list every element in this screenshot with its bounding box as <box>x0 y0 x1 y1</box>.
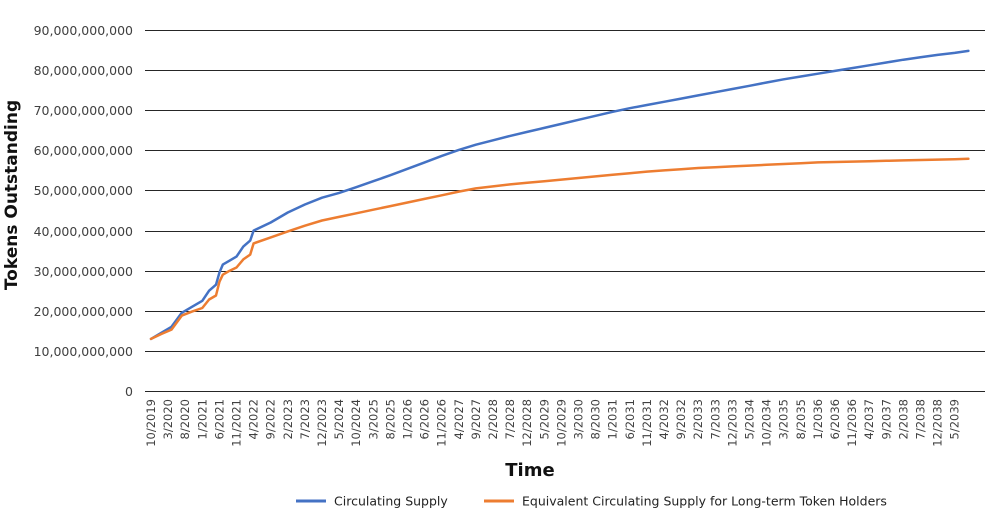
y-tick-label: 70,000,000,000 <box>34 103 133 118</box>
x-tick-label: 9/2027 <box>469 399 483 439</box>
x-tick-label: 11/2031 <box>640 399 654 447</box>
x-tick-label: 10/2034 <box>760 399 774 447</box>
x-tick-label: 6/2026 <box>418 399 432 439</box>
x-axis-ticks: 10/2019 3/2020 8/2020 1/2021 6/2021 11/2021 4/… <box>144 399 962 447</box>
x-tick-label: 8/2020 <box>178 399 192 439</box>
x-tick-label: 9/2032 <box>674 399 688 439</box>
series-lines <box>149 49 970 341</box>
x-tick-label: 1/2036 <box>811 399 825 439</box>
series-line-circulating-supply <box>149 49 970 341</box>
legend-label: Circulating Supply <box>334 494 448 509</box>
x-tick-label: 12/2028 <box>520 399 534 447</box>
x-tick-label: 8/2035 <box>794 399 808 439</box>
legend-label: Equivalent Circulating Supply for Long-t… <box>522 494 887 509</box>
y-tick-label: 10,000,000,000 <box>34 344 133 359</box>
x-tick-label: 10/2029 <box>554 399 568 447</box>
x-tick-label: 12/2038 <box>931 399 945 447</box>
x-tick-label: 1/2026 <box>401 399 415 439</box>
y-tick-label: 20,000,000,000 <box>34 304 133 319</box>
x-tick-label: 6/2036 <box>828 399 842 439</box>
x-tick-label: 6/2031 <box>623 399 637 439</box>
x-tick-label: 4/2022 <box>247 399 261 439</box>
x-tick-label: 3/2030 <box>572 399 586 439</box>
x-tick-label: 3/2025 <box>366 399 380 439</box>
y-axis-title: Tokens Outstanding <box>2 100 22 290</box>
x-tick-label: 10/2019 <box>144 399 158 447</box>
y-axis-ticks: 0 10,000,000,000 20,000,000,000 30,000,000,… <box>34 23 133 399</box>
y-tick-label: 30,000,000,000 <box>34 264 133 279</box>
y-tick-label: 90,000,000,000 <box>34 23 133 38</box>
x-tick-label: 2/2038 <box>896 399 910 439</box>
x-tick-label: 6/2021 <box>212 399 226 439</box>
x-tick-label: 2/2023 <box>281 399 295 439</box>
x-tick-label: 4/2032 <box>657 399 671 439</box>
x-tick-label: 11/2021 <box>230 399 244 447</box>
x-tick-label: 7/2023 <box>298 399 312 439</box>
x-tick-label: 4/2037 <box>862 399 876 439</box>
series-line-long-term-holders <box>149 157 970 341</box>
x-tick-label: 12/2023 <box>315 399 329 447</box>
x-tick-label: 1/2031 <box>606 399 620 439</box>
x-axis-title: Time <box>505 460 554 481</box>
x-tick-label: 9/2022 <box>264 399 278 439</box>
x-tick-label: 3/2035 <box>777 399 791 439</box>
x-tick-label: 12/2033 <box>725 399 739 447</box>
x-tick-label: 5/2024 <box>332 399 346 439</box>
y-tick-label: 0 <box>125 384 133 399</box>
x-tick-label: 3/2020 <box>161 399 175 439</box>
y-tick-label: 40,000,000,000 <box>34 224 133 239</box>
x-tick-label: 8/2030 <box>589 399 603 439</box>
x-tick-label: 8/2025 <box>383 399 397 439</box>
y-tick-label: 80,000,000,000 <box>34 63 133 78</box>
x-tick-label: 4/2027 <box>452 399 466 439</box>
gridlines <box>145 30 985 392</box>
x-tick-label: 7/2038 <box>914 399 928 439</box>
x-tick-label: 11/2026 <box>435 399 449 447</box>
x-tick-label: 2/2033 <box>691 399 705 439</box>
x-tick-label: 7/2028 <box>503 399 517 439</box>
x-tick-label: 7/2033 <box>708 399 722 439</box>
x-tick-label: 5/2029 <box>537 399 551 439</box>
y-tick-label: 50,000,000,000 <box>34 183 133 198</box>
x-tick-label: 5/2039 <box>948 399 962 439</box>
x-tick-label: 9/2037 <box>879 399 893 439</box>
x-tick-label: 5/2034 <box>743 399 757 439</box>
y-tick-label: 60,000,000,000 <box>34 143 133 158</box>
x-tick-label: 11/2036 <box>845 399 859 447</box>
x-tick-label: 2/2028 <box>486 399 500 439</box>
x-tick-label: 10/2024 <box>349 399 363 447</box>
legend: Circulating Supply Equivalent Circulating… <box>296 494 887 509</box>
x-tick-label: 1/2021 <box>195 399 209 439</box>
